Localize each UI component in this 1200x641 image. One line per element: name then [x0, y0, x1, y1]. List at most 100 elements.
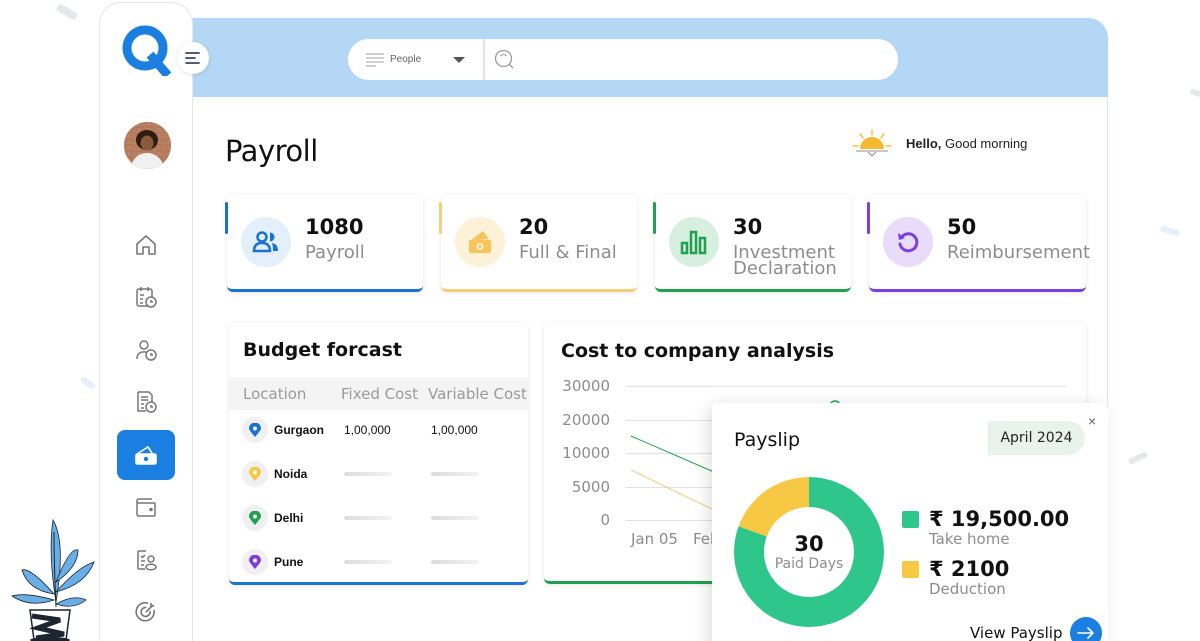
- calendar-clock-icon: [136, 287, 157, 308]
- refresh-icon: [898, 232, 919, 253]
- search-input[interactable]: [485, 39, 898, 80]
- confetti-decoration: [1159, 225, 1181, 237]
- stat-icon-wrap: [455, 217, 505, 267]
- greeting-text: Hello, Good morning: [906, 135, 1028, 151]
- user-avatar[interactable]: [124, 122, 171, 169]
- location-pin-icon: [242, 461, 268, 487]
- table-row[interactable]: Noida: [229, 454, 528, 494]
- stat-label: Full & Final: [519, 242, 617, 263]
- location-pin-icon: [242, 549, 268, 575]
- users-icon: [252, 231, 278, 253]
- stat-card-investment[interactable]: 30 Investment Declaration: [653, 195, 851, 292]
- payslip-popup: Payslip April 2024 × 30 Paid Days ₹ 19,5…: [712, 403, 1108, 641]
- sidebar-item-payroll[interactable]: [117, 430, 175, 480]
- accent-bar: [225, 202, 228, 234]
- sidebar-item-attendance[interactable]: [117, 272, 175, 322]
- wallet-icon: [136, 498, 156, 517]
- sidebar-item-leave[interactable]: [117, 325, 175, 375]
- money-icon: [135, 445, 157, 465]
- confetti-decoration: [1189, 87, 1200, 99]
- stat-value: 1080: [305, 215, 364, 239]
- variable-cost-placeholder: [431, 472, 479, 476]
- y-tick: 20000: [562, 411, 610, 429]
- y-tick: 5000: [571, 478, 610, 496]
- table-row[interactable]: Gurgaon 1,00,000 1,00,000: [229, 410, 528, 450]
- location-pin-icon: [242, 417, 268, 443]
- page-title: Payroll: [225, 134, 318, 168]
- sidebar-item-expenses[interactable]: [117, 482, 175, 532]
- variable-cost-placeholder: [431, 560, 479, 564]
- y-tick: 30000: [562, 377, 610, 395]
- confetti-decoration: [1127, 451, 1149, 465]
- month-selector[interactable]: April 2024: [988, 421, 1085, 455]
- variable-cost: 1,00,000: [431, 423, 478, 437]
- sidebar: [99, 2, 193, 641]
- app-logo[interactable]: [121, 24, 173, 76]
- close-icon[interactable]: ×: [1088, 413, 1097, 429]
- stat-card-full-final[interactable]: 20 Full & Final: [439, 195, 637, 292]
- search-icon: [494, 49, 514, 69]
- deduction-label: Deduction: [929, 580, 1006, 598]
- legend-deduction: ₹ 2100 Deduction: [902, 557, 1009, 597]
- accent-bar: [867, 202, 870, 234]
- take-home-amount: ₹ 19,500.00: [929, 507, 1070, 531]
- paid-days-value: 30: [794, 532, 824, 556]
- accent-bar: [653, 202, 656, 234]
- stat-value: 30: [733, 215, 763, 239]
- stat-card-payroll[interactable]: 1080 Payroll: [225, 195, 423, 292]
- sidebar-item-timesheet[interactable]: [117, 377, 175, 427]
- sidebar-item-home[interactable]: [117, 220, 175, 270]
- location-pin-icon: [242, 505, 268, 531]
- fixed-cost-placeholder: [344, 516, 431, 520]
- greeting: Hello, Good morning: [850, 128, 1027, 158]
- list-icon: [366, 52, 384, 67]
- stat-icon-wrap: [241, 217, 291, 267]
- grid-line: [626, 386, 1066, 387]
- confetti-decoration: [79, 375, 97, 391]
- sunrise-icon: [852, 129, 892, 158]
- arrow-right-icon: [1070, 617, 1103, 641]
- confetti-decoration: [55, 3, 79, 21]
- user-clock-icon: [136, 340, 157, 361]
- donut-center: 30 Paid Days: [764, 507, 854, 597]
- payslip-donut-chart: 30 Paid Days: [734, 477, 884, 627]
- table-row[interactable]: Pune: [229, 542, 528, 582]
- column-header: Variable Cost: [428, 385, 527, 403]
- x-tick: Jan 05: [631, 530, 678, 548]
- view-payslip-button[interactable]: View Payslip: [970, 617, 1103, 641]
- target-icon: [135, 601, 155, 622]
- location-name: Noida: [274, 467, 308, 481]
- stat-label: Reimbursement: [947, 242, 1091, 263]
- location-name: Delhi: [274, 511, 304, 525]
- legend-swatch: [902, 561, 919, 578]
- paid-days-label: Paid Days: [774, 556, 844, 572]
- menu-toggle-button[interactable]: [177, 42, 209, 74]
- deduction-amount: ₹ 2100: [929, 557, 1010, 581]
- fixed-cost-placeholder: [344, 560, 431, 564]
- location-name: Pune: [274, 555, 304, 569]
- payslip-title: Payslip: [734, 429, 801, 451]
- legend-take-home: ₹ 19,500.00 Take home: [902, 507, 1069, 547]
- clipboard-user-icon: [137, 550, 157, 571]
- stat-icon-wrap: [883, 217, 933, 267]
- fixed-cost-placeholder: [344, 472, 431, 476]
- avatar-photo: [124, 122, 171, 169]
- search-category-select[interactable]: People: [348, 39, 485, 80]
- chart-title: Cost to company analysis: [561, 340, 835, 362]
- fixed-cost: 1,00,000: [344, 423, 391, 437]
- accent-bar: [439, 202, 442, 234]
- sidebar-item-goals[interactable]: [117, 587, 175, 637]
- plant-illustration: [11, 518, 95, 641]
- stat-value: 50: [947, 215, 977, 239]
- home-icon: [136, 235, 156, 255]
- search-bar: People: [348, 39, 898, 80]
- sidebar-item-employees[interactable]: [117, 535, 175, 585]
- money-icon: [469, 231, 491, 253]
- stat-value: 20: [519, 215, 549, 239]
- y-tick: 10000: [562, 444, 610, 462]
- stat-card-reimbursement[interactable]: 50 Reimbursement: [867, 195, 1090, 292]
- table-row[interactable]: Delhi: [229, 498, 528, 538]
- column-header: Fixed Cost: [341, 385, 418, 403]
- document-clock-icon: [137, 391, 157, 413]
